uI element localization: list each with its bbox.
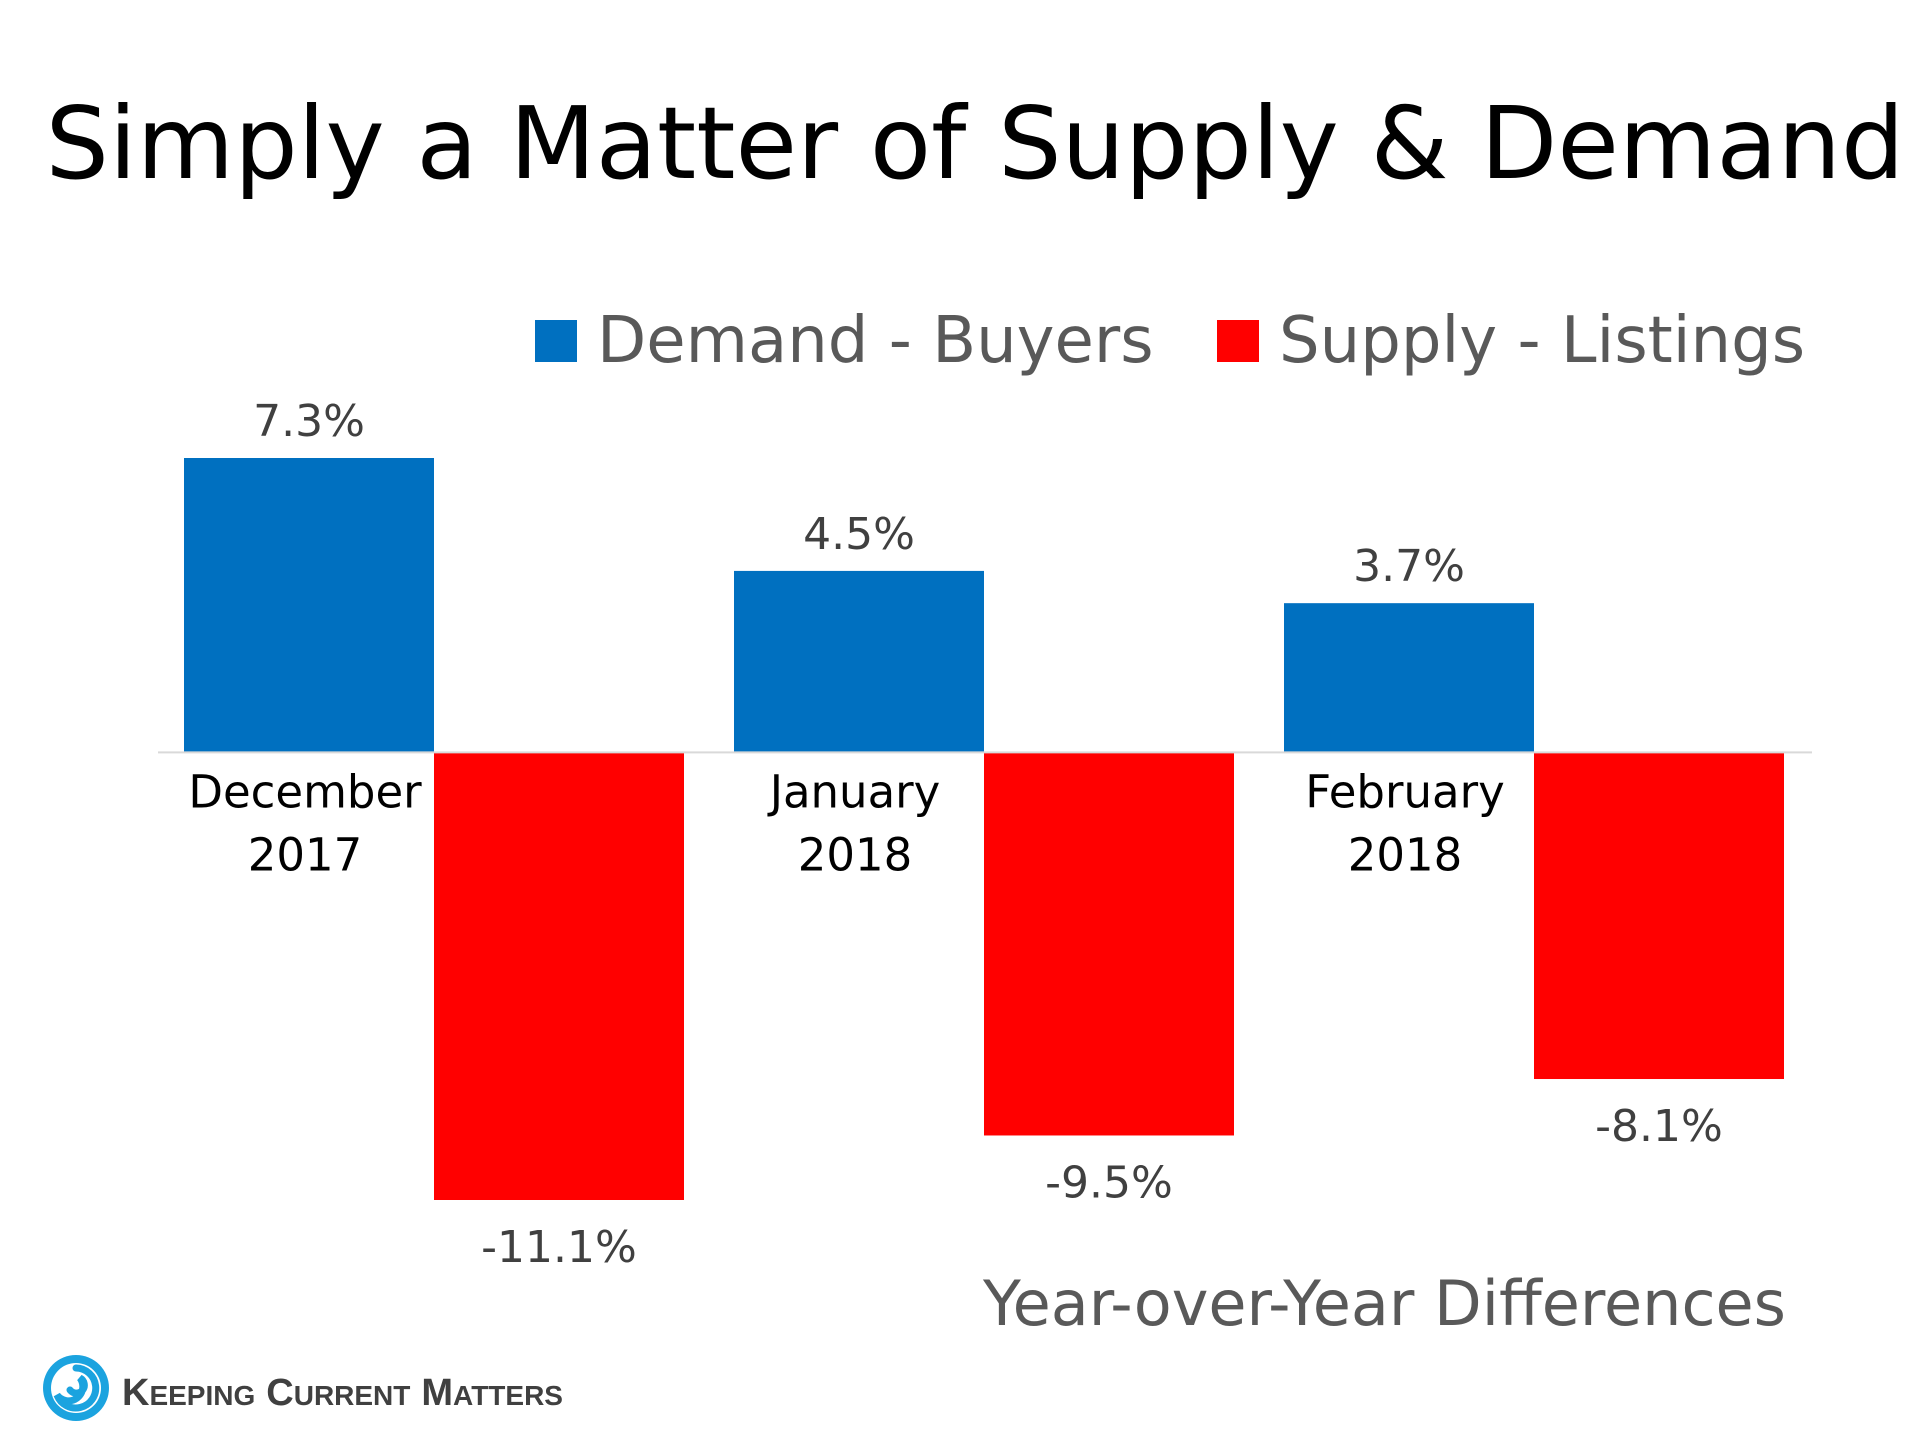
category-label-0-line-1: 2017 — [248, 828, 363, 881]
demand-value-label-1: 4.5% — [803, 509, 915, 560]
chart-title: Simply a Matter of Supply & Demand — [46, 85, 1905, 202]
category-label-0-line-0: December — [188, 765, 422, 818]
supply-value-label-0: -11.1% — [481, 1222, 637, 1273]
demand-bar-1 — [734, 570, 984, 753]
legend-swatch-demand — [535, 320, 577, 362]
demand-bar-2 — [1284, 603, 1534, 753]
demand-value-label-2: 3.7% — [1353, 541, 1465, 592]
supply-bar-2 — [1534, 752, 1784, 1080]
category-label-1-line-0: January — [767, 765, 941, 818]
category-label-2-line-0: February — [1305, 765, 1504, 818]
chart-subtitle: Year-over-Year Differences — [982, 1267, 1786, 1340]
legend-swatch-supply — [1217, 320, 1259, 362]
category-labels-group: December 2017 January 2018 February 2018 — [188, 765, 1504, 881]
category-label-2-line-1: 2018 — [1348, 828, 1463, 881]
value-labels-group: 7.3% -11.1% 4.5% -9.5% 3.7% -8.1% — [253, 396, 1723, 1273]
bars-group — [184, 458, 1784, 1200]
demand-bar-0 — [184, 458, 434, 753]
supply-value-label-1: -9.5% — [1045, 1157, 1173, 1208]
supply-value-label-2: -8.1% — [1595, 1101, 1723, 1152]
legend-label-supply: Supply - Listings — [1279, 304, 1805, 378]
company-logo: KEEPING CURRENT MATTERS — [43, 1355, 563, 1421]
supply-bar-0 — [434, 752, 684, 1200]
demand-value-label-0: 7.3% — [253, 396, 365, 447]
supply-bar-1 — [984, 752, 1234, 1136]
legend: Demand - Buyers Supply - Listings — [535, 304, 1805, 378]
category-label-1-line-1: 2018 — [798, 828, 913, 881]
legend-label-demand: Demand - Buyers — [597, 304, 1154, 378]
swirl-logo-icon — [43, 1355, 109, 1421]
logo-wordmark: KEEPING CURRENT MATTERS — [122, 1372, 563, 1414]
